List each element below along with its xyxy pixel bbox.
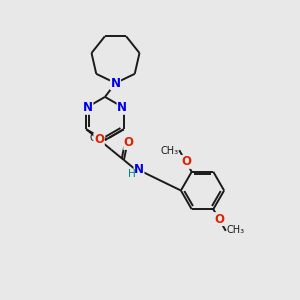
Text: N: N — [134, 163, 144, 176]
Text: CH₃: CH₃ — [160, 146, 178, 156]
Text: O: O — [94, 133, 104, 146]
Text: N: N — [83, 101, 93, 114]
Text: O: O — [214, 213, 224, 226]
Text: H: H — [128, 169, 136, 179]
Text: CH₃: CH₃ — [90, 133, 108, 142]
Text: N: N — [110, 76, 121, 90]
Text: CH₃: CH₃ — [227, 225, 245, 235]
Text: O: O — [124, 136, 134, 149]
Text: O: O — [181, 155, 191, 168]
Text: N: N — [117, 101, 127, 114]
